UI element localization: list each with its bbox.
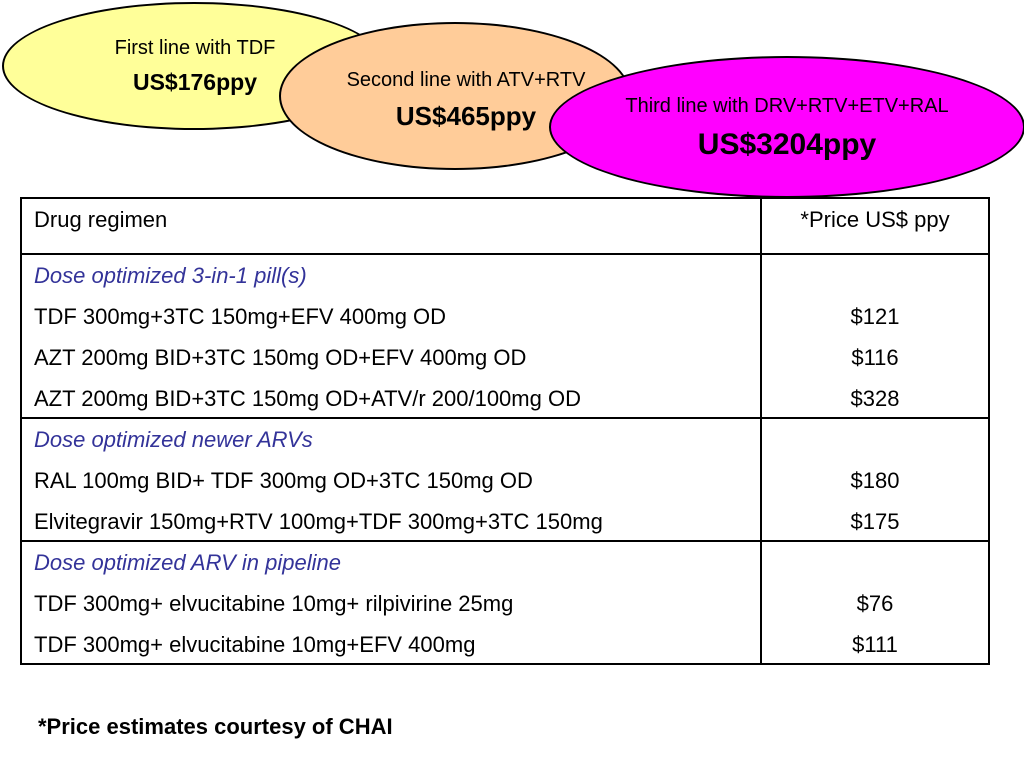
first-line-label: First line with TDF xyxy=(114,37,276,59)
drug-regimen: AZT 200mg BID+3TC 150mg OD+EFV 400mg OD xyxy=(34,345,527,370)
group-category-label: Dose optimized 3-in-1 pill(s) xyxy=(34,263,307,288)
header-drug-regimen: Drug regimen xyxy=(20,197,762,255)
group-drugs-cell: Dose optimized 3-in-1 pill(s) TDF 300mg+… xyxy=(20,253,762,419)
second-line-label: Second line with ATV+RTV xyxy=(346,69,586,91)
drug-regimen: TDF 300mg+ elvucitabine 10mg+ rilpivirin… xyxy=(34,591,514,616)
group-drugs-cell: Dose optimized newer ARVs RAL 100mg BID+… xyxy=(20,417,762,542)
group-prices-cell: $76 $111 xyxy=(760,540,990,665)
drug-price: $111 xyxy=(852,632,898,657)
group-category-label: Dose optimized ARV in pipeline xyxy=(34,550,341,575)
table-header-row: Drug regimen *Price US$ ppy xyxy=(20,197,990,255)
third-line-bubble: Third line with DRV+RTV+ETV+RAL US$3204p… xyxy=(549,56,1024,198)
group-prices-cell: $180 $175 xyxy=(760,417,990,542)
regimen-price-table: Drug regimen *Price US$ ppy Dose optimiz… xyxy=(20,197,990,665)
third-line-price: US$3204ppy xyxy=(697,128,877,161)
drug-regimen: AZT 200mg BID+3TC 150mg OD+ATV/r 200/100… xyxy=(34,386,581,411)
table-group-row: Dose optimized 3-in-1 pill(s) TDF 300mg+… xyxy=(20,253,990,419)
table-group-row: Dose optimized ARV in pipeline TDF 300mg… xyxy=(20,540,990,665)
drug-price: $180 xyxy=(850,468,900,493)
drug-price: $121 xyxy=(850,304,900,329)
drug-price: $116 xyxy=(851,345,899,370)
drug-regimen: TDF 300mg+3TC 150mg+EFV 400mg OD xyxy=(34,304,447,329)
price-footnote: *Price estimates courtesy of CHAI xyxy=(38,714,393,739)
drug-price: $76 xyxy=(856,591,894,616)
drug-price: $175 xyxy=(850,509,900,534)
header-price: *Price US$ ppy xyxy=(760,197,990,255)
drug-regimen: RAL 100mg BID+ TDF 300mg OD+3TC 150mg OD xyxy=(34,468,533,493)
drug-regimen: Elvitegravir 150mg+RTV 100mg+TDF 300mg+3… xyxy=(34,509,603,534)
group-prices-cell: $121 $116 $328 xyxy=(760,253,990,419)
third-line-label: Third line with DRV+RTV+ETV+RAL xyxy=(625,95,949,117)
group-drugs-cell: Dose optimized ARV in pipeline TDF 300mg… xyxy=(20,540,762,665)
group-category-label: Dose optimized newer ARVs xyxy=(34,427,313,452)
table-group-row: Dose optimized newer ARVs RAL 100mg BID+… xyxy=(20,417,990,542)
second-line-price: US$465ppy xyxy=(395,101,537,131)
first-line-price: US$176ppy xyxy=(132,69,257,95)
drug-price: $328 xyxy=(850,386,900,411)
drug-regimen: TDF 300mg+ elvucitabine 10mg+EFV 400mg xyxy=(34,632,476,657)
